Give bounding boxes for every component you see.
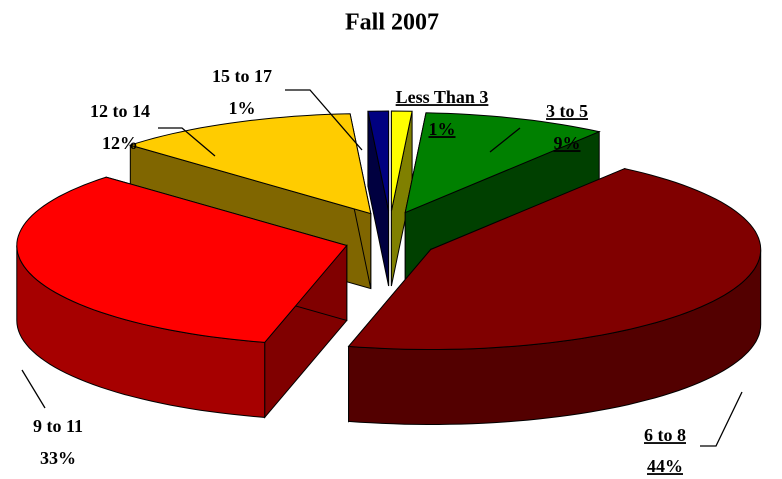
leader-line [158, 127, 216, 157]
pie [16, 110, 762, 425]
slice-top [367, 110, 390, 212]
slice-label: 15 to 17 [212, 66, 272, 86]
leader-lines [21, 89, 743, 447]
slice-label: 6 to 8 [644, 425, 686, 445]
leader-line [21, 369, 46, 409]
slice-top [16, 176, 348, 343]
slice-value-label: 9% [554, 133, 581, 153]
slice-label: 9 to 11 [33, 416, 83, 436]
leader-line [700, 391, 743, 447]
leader-line [489, 127, 521, 153]
slice-value-label: 33% [40, 448, 76, 468]
slice [367, 110, 390, 287]
slice-label: Less Than 3 [396, 87, 489, 107]
slice [347, 167, 762, 425]
slice [16, 176, 348, 419]
slice-value-label: 1% [429, 119, 456, 139]
slice-top [347, 168, 762, 350]
slice-value-label: 1% [229, 98, 256, 118]
slice [390, 110, 413, 287]
chart-title: Fall 2007 [345, 10, 439, 36]
slice-top [390, 110, 413, 212]
slice-top [404, 112, 601, 214]
slice-top [128, 113, 372, 215]
slice-value-label: 44% [647, 456, 683, 476]
labels: Less Than 3 1% 3 to 5 9% 6 to 8 44% 9 to 11 33%… [33, 66, 686, 476]
slice-label: 12 to 14 [90, 101, 150, 121]
slice-value-label: 12% [102, 133, 138, 153]
slice-label: 3 to 5 [546, 101, 588, 121]
leader-line [285, 89, 363, 151]
